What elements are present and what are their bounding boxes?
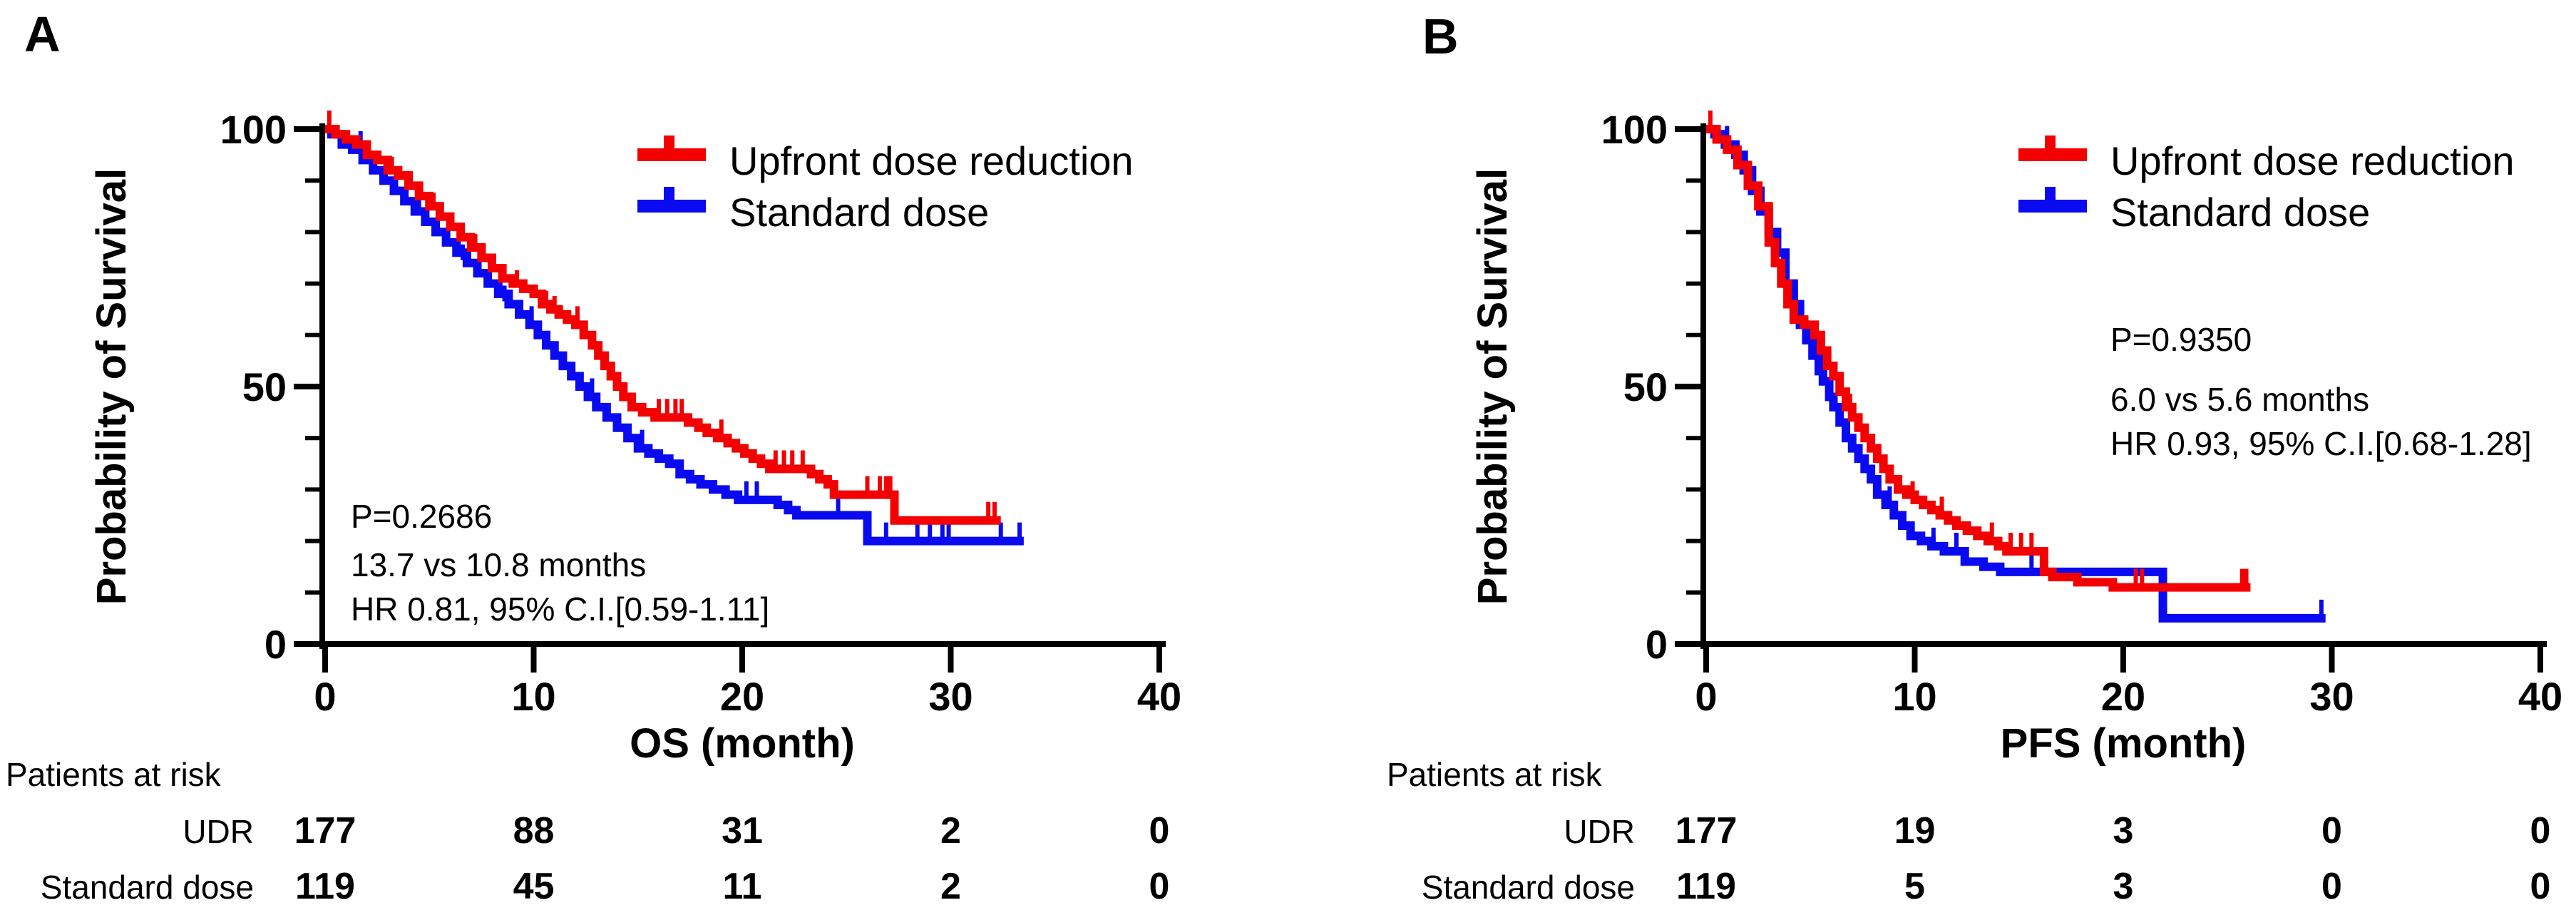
x-tick-label: 0: [314, 674, 336, 719]
at-risk-count: 177: [294, 810, 356, 852]
x-tick-label: 40: [2518, 674, 2562, 719]
censor-ticks-udr: [327, 111, 997, 518]
y-tick-label: 0: [1646, 622, 1668, 667]
at-risk-count: 119: [1676, 866, 1736, 907]
at-risk-count: 0: [2321, 866, 2342, 907]
km-curve-udr: [1706, 125, 2251, 592]
x-tick-label: 20: [2101, 674, 2145, 719]
at-risk-count: 3: [2113, 810, 2134, 852]
km-curve-standard: [325, 125, 1024, 546]
at-risk-count: 0: [2530, 866, 2551, 907]
legend-label-udr: Upfront dose reduction: [2110, 138, 2515, 183]
censor-tick-symbol: [2045, 187, 2056, 201]
at-risk-count: 2: [940, 810, 961, 852]
censor-ticks-standard: [1725, 126, 2324, 615]
x-tick-label: 30: [2309, 674, 2354, 719]
at-risk-row-label-udr: UDR: [1564, 813, 1635, 850]
x-tick-label: 20: [720, 674, 764, 719]
at-risk-count: 177: [1676, 810, 1738, 852]
x-tick-label: 30: [928, 674, 973, 719]
x-tick-label: 10: [1892, 674, 1936, 719]
legend-label-standard: Standard dose: [2110, 190, 2370, 235]
panel-b-y-axis-title: Probability of Survival: [1469, 168, 1516, 605]
y-tick-label: 100: [1601, 107, 1668, 152]
panel-b-annotation: P=0.9350 6.0 vs 5.6 months HR 0.93, 95% …: [2110, 321, 2532, 462]
x-tick-label: 0: [1695, 674, 1717, 719]
censor-ticks-udr: [1708, 111, 2249, 585]
median-text: 13.7 vs 10.8 months: [351, 546, 646, 583]
panel-a-at-risk-table: Patients at risk UDR Standard dose: [6, 756, 254, 906]
standard-line-symbol: [637, 200, 706, 213]
panel-b-x-axis-title: PFS (month): [2001, 720, 2247, 767]
panel-a-legend: Upfront dose reduction Standard dose: [637, 136, 1134, 235]
censor-tick-symbol: [664, 136, 674, 150]
y-tick-label: 50: [242, 364, 287, 409]
panel-a-y-axis-title: Probability of Survival: [88, 168, 135, 605]
x-tick-label: 10: [511, 674, 555, 719]
panel-a-annotation: P=0.2686 13.7 vs 10.8 months HR 0.81, 95…: [351, 498, 769, 628]
y-tick-label: 0: [265, 622, 287, 667]
legend-label-standard: Standard dose: [729, 190, 989, 235]
panel-a-x-axis-title: OS (month): [630, 720, 855, 767]
at-risk-row-label-udr: UDR: [183, 813, 254, 850]
panel-b-at-risk-table: Patients at risk UDR Standard dose: [1387, 756, 1635, 906]
at-risk-count: 2: [940, 866, 961, 907]
censor-tick-symbol: [664, 187, 674, 201]
udr-line-symbol: [2018, 148, 2087, 161]
p-value-text: P=0.9350: [2110, 321, 2252, 358]
standard-line-symbol: [2018, 200, 2087, 213]
at-risk-count: 11: [723, 866, 762, 907]
at-risk-count: 3: [2113, 866, 2134, 907]
panel-a-letter: A: [24, 6, 61, 62]
censor-tick-symbol: [2045, 136, 2056, 150]
at-risk-count: 31: [722, 810, 763, 852]
p-value-text: P=0.2686: [351, 498, 492, 535]
at-risk-row-label-standard: Standard dose: [41, 869, 254, 906]
at-risk-count: 0: [2321, 810, 2342, 852]
at-risk-count: 0: [1149, 866, 1170, 907]
at-risk-count: 119: [295, 866, 355, 907]
hazard-ratio-text: HR 0.93, 95% C.I.[0.68-1.28]: [2110, 425, 2532, 462]
y-tick-label: 100: [220, 107, 287, 152]
at-risk-count: 88: [513, 810, 555, 852]
hazard-ratio-text: HR 0.81, 95% C.I.[0.59-1.11]: [351, 591, 769, 628]
at-risk-count: 5: [1904, 866, 1925, 907]
udr-line-symbol: [637, 148, 706, 161]
panel-b-legend: Upfront dose reduction Standard dose: [2018, 136, 2515, 235]
panel-b-letter: B: [1422, 9, 1459, 64]
x-tick-label: 40: [1137, 674, 1181, 719]
at-risk-count: 0: [2530, 810, 2551, 852]
at-risk-title: Patients at risk: [1387, 756, 1603, 793]
at-risk-row-label-standard: Standard dose: [1422, 869, 1635, 906]
median-text: 6.0 vs 5.6 months: [2110, 381, 2369, 418]
at-risk-count: 45: [513, 866, 555, 907]
legend-label-udr: Upfront dose reduction: [729, 138, 1134, 183]
km-curve-udr: [325, 125, 1001, 525]
at-risk-count: 0: [1149, 810, 1170, 852]
y-tick-label: 50: [1623, 364, 1668, 409]
at-risk-count: 19: [1894, 810, 1936, 852]
at-risk-title: Patients at risk: [6, 756, 222, 793]
